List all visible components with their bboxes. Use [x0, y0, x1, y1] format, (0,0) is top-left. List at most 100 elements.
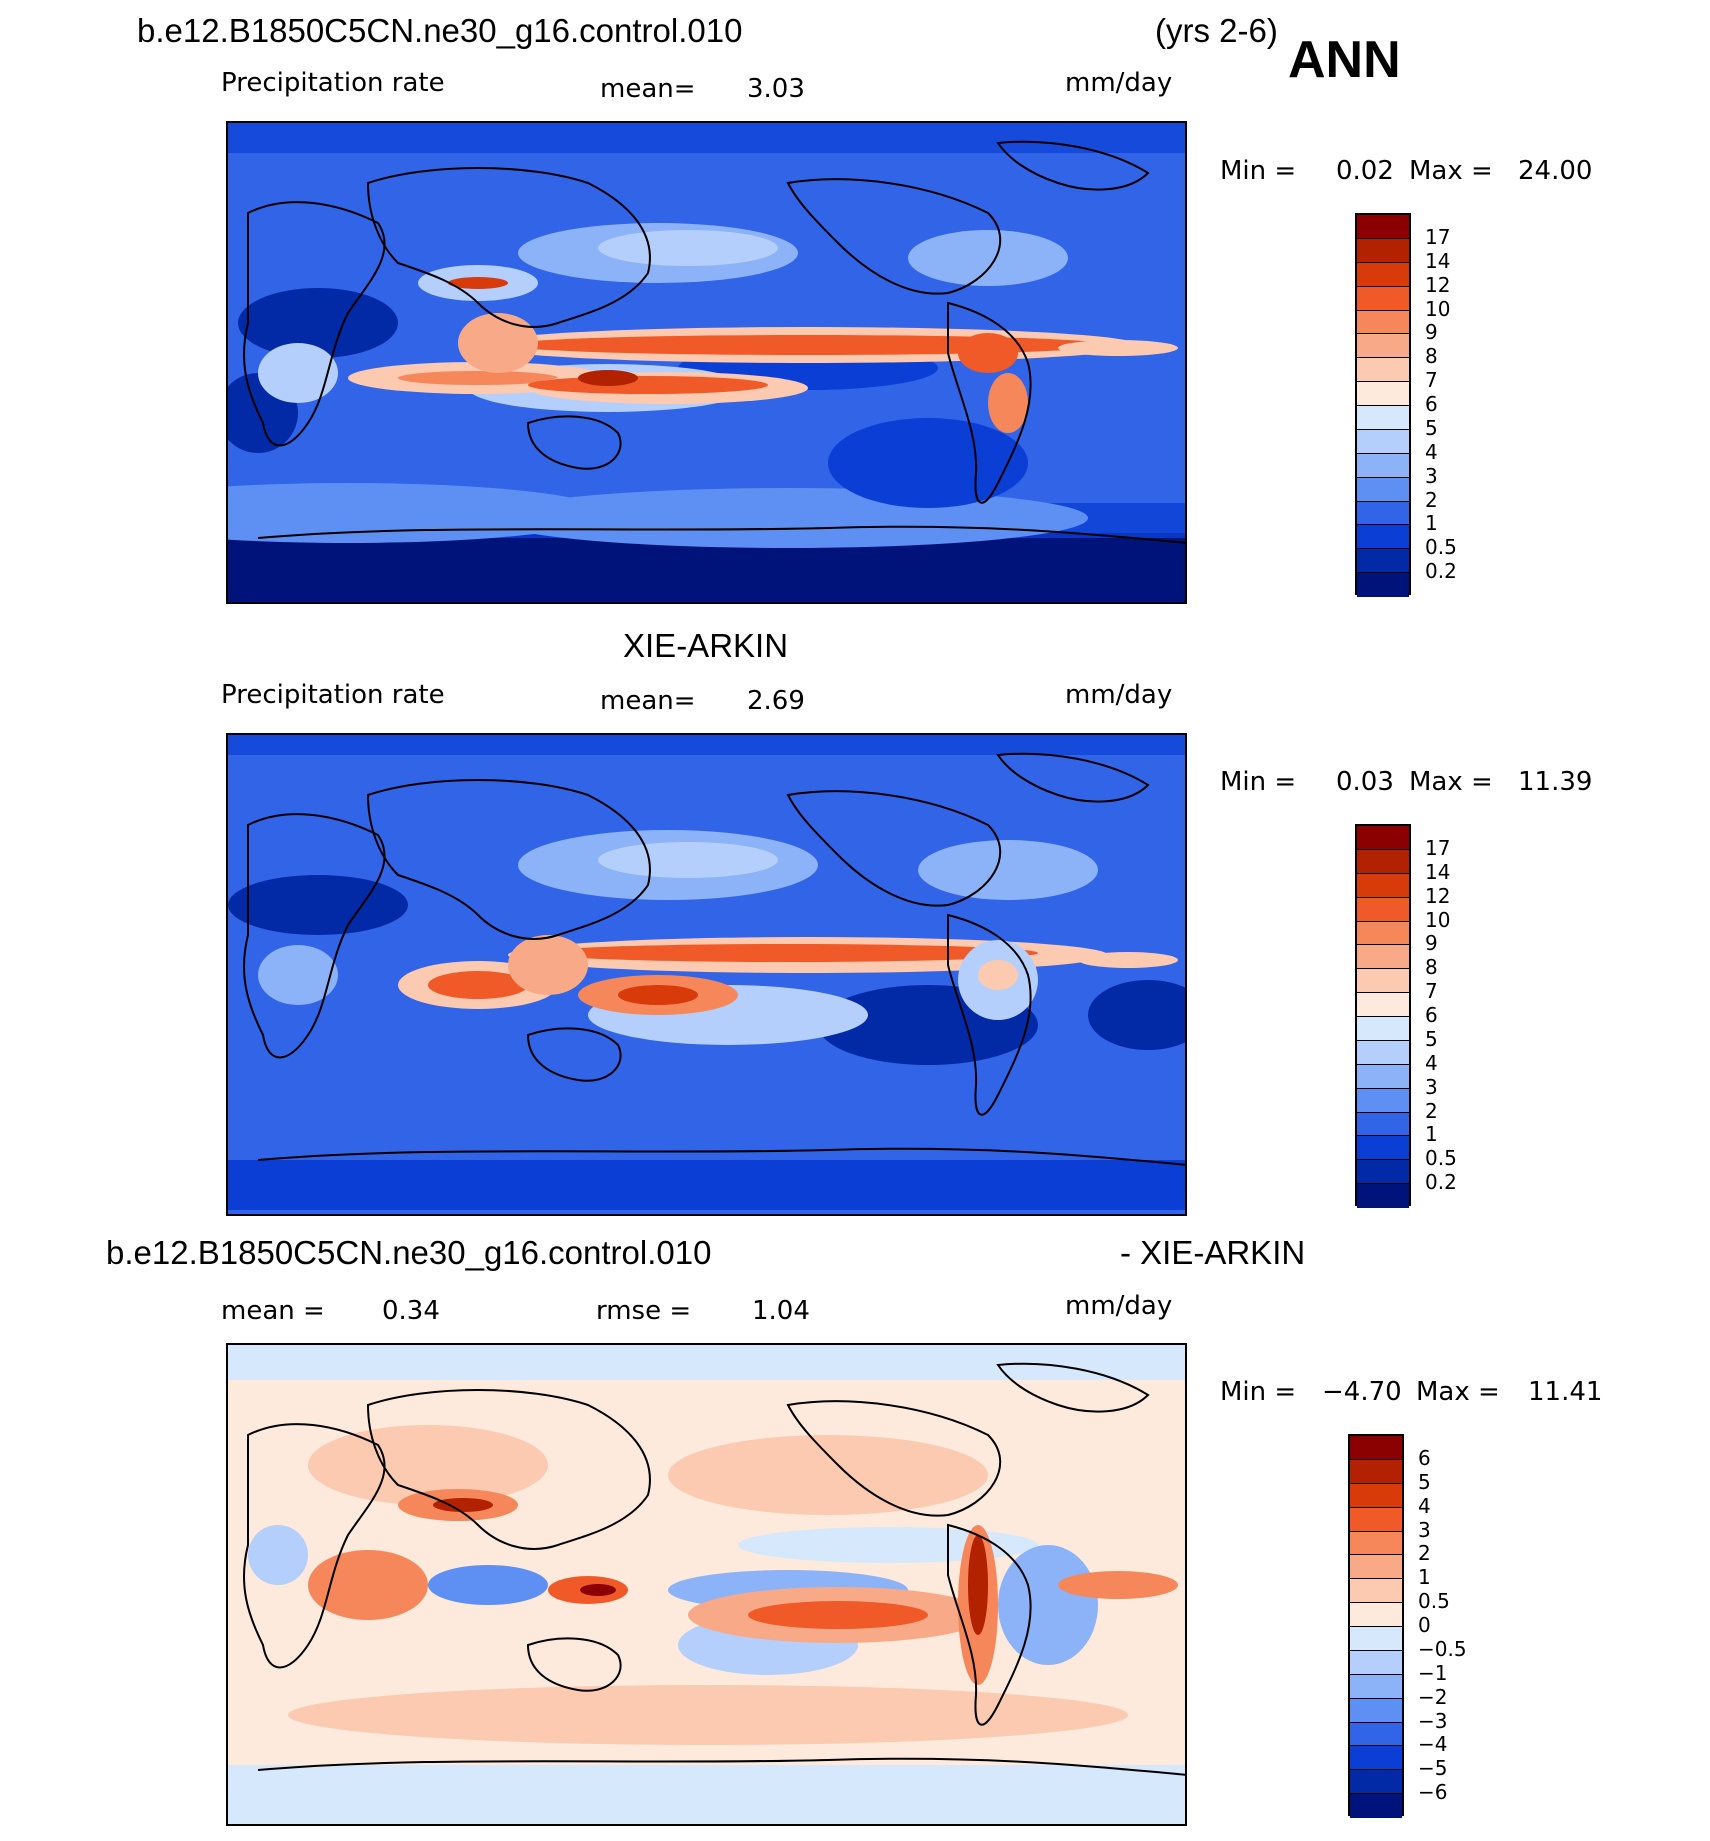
- colorbar-segment: [1350, 1746, 1402, 1771]
- colorbar-segment: [1357, 873, 1409, 898]
- colorbar-segment: [1350, 1722, 1402, 1747]
- colorbar-tick-label: 1: [1425, 511, 1438, 536]
- min-label: Min =: [1220, 156, 1297, 186]
- colorbar-tick-label: −4: [1418, 1732, 1448, 1757]
- colorbar-segment: [1350, 1698, 1402, 1723]
- colorbar-segment: [1357, 1160, 1409, 1185]
- colorbar-segment: [1350, 1603, 1402, 1627]
- colorbar-tick-label: 1: [1418, 1565, 1431, 1590]
- colorbar-tick-label: 5: [1425, 1026, 1438, 1051]
- years-label: (yrs 2-6): [1155, 12, 1278, 49]
- colorbar-tick-label: 0: [1418, 1613, 1431, 1637]
- colorbar-tick-label: 2: [1418, 1541, 1431, 1566]
- colorbar-segment: [1357, 1040, 1409, 1065]
- colorbar-segment: [1357, 969, 1409, 994]
- colorbar-segment: [1357, 382, 1409, 406]
- min-label: Min =: [1220, 1377, 1297, 1407]
- colorbar: [1348, 1434, 1404, 1818]
- mean-label: mean=: [600, 74, 696, 104]
- colorbar-segment: [1357, 1064, 1409, 1089]
- colorbar-segment: [1350, 1579, 1402, 1604]
- colorbar-tick-label: 5: [1418, 1469, 1431, 1494]
- colorbar-tick-label: 3: [1425, 1074, 1438, 1099]
- diff-precip-contours: [228, 1345, 1185, 1824]
- colorbar-segment: [1357, 310, 1409, 335]
- obs-precip-map: [226, 733, 1187, 1216]
- colorbar-segment: [1357, 1112, 1409, 1137]
- colorbar-tick-label: 0.5: [1418, 1589, 1450, 1614]
- max-value: 24.00: [1518, 156, 1593, 186]
- colorbar-tick-label: 9: [1425, 931, 1438, 956]
- mean-value: 3.03: [747, 74, 805, 104]
- colorbar-tick-label: 10: [1425, 296, 1451, 321]
- mean-value: 0.34: [382, 1296, 440, 1326]
- max-label: Max =: [1409, 156, 1493, 186]
- min-label: Min =: [1220, 767, 1297, 797]
- colorbar-segment: [1357, 525, 1409, 550]
- colorbar-tick-label: 6: [1425, 392, 1438, 416]
- colorbar-tick-label: −1: [1418, 1660, 1448, 1685]
- diff-title-left: b.e12.B1850C5CN.ne30_g16.control.010: [106, 1234, 712, 1271]
- colorbar-segment: [1350, 1794, 1402, 1818]
- colorbar-tick-label: −2: [1418, 1684, 1448, 1709]
- colorbar-segment: [1357, 238, 1409, 263]
- colorbar-tick-label: 0.2: [1425, 559, 1457, 584]
- diff-title-right: - XIE-ARKIN: [1120, 1234, 1306, 1271]
- min-value: 0.02: [1336, 156, 1394, 186]
- colorbar-segment: [1357, 945, 1409, 970]
- colorbar-tick-label: −5: [1418, 1756, 1448, 1781]
- colorbar-segment: [1350, 1770, 1402, 1795]
- mean-label: mean=: [600, 686, 696, 716]
- colorbar-segment: [1357, 262, 1409, 287]
- colorbar-segment: [1357, 286, 1409, 311]
- units-label: mm/day: [1065, 68, 1173, 98]
- rmse-label: rmse =: [596, 1296, 692, 1326]
- mean-value: 2.69: [747, 686, 805, 716]
- colorbar-segment: [1357, 1088, 1409, 1113]
- colorbar-segment: [1357, 849, 1409, 874]
- colorbar-segment: [1357, 1017, 1409, 1041]
- colorbar-segment: [1357, 573, 1409, 597]
- colorbar-segment: [1350, 1436, 1402, 1460]
- colorbar-segment: [1350, 1483, 1402, 1508]
- colorbar-segment: [1350, 1459, 1402, 1484]
- colorbar-tick-label: 12: [1425, 272, 1451, 297]
- colorbar-tick-label: 17: [1425, 224, 1451, 249]
- colorbar-tick-label: 7: [1425, 979, 1438, 1004]
- rmse-value: 1.04: [752, 1296, 810, 1326]
- min-value: 0.03: [1336, 767, 1394, 797]
- colorbar-segment: [1357, 453, 1409, 478]
- colorbar-segment: [1350, 1627, 1402, 1651]
- colorbar-tick-label: 3: [1425, 463, 1438, 488]
- colorbar-segment: [1357, 1136, 1409, 1161]
- colorbar-tick-label: 3: [1418, 1517, 1431, 1542]
- case-name-title: b.e12.B1850C5CN.ne30_g16.control.010: [137, 12, 743, 49]
- colorbar-tick-label: −0.5: [1418, 1636, 1467, 1661]
- colorbar-segment: [1357, 993, 1409, 1017]
- obs-precip-contours: [228, 735, 1185, 1214]
- variable-label: Precipitation rate: [221, 68, 445, 98]
- colorbar: [1355, 213, 1411, 597]
- colorbar-segment: [1357, 429, 1409, 454]
- colorbar-tick-label: 2: [1425, 1098, 1438, 1123]
- colorbar-tick-label: 4: [1425, 439, 1438, 464]
- colorbar-segment: [1357, 1184, 1409, 1208]
- colorbar-tick-label: 6: [1425, 1003, 1438, 1027]
- colorbar-segment: [1357, 826, 1409, 850]
- max-value: 11.39: [1518, 767, 1593, 797]
- colorbar-tick-label: 0.5: [1425, 535, 1457, 560]
- colorbar-tick-label: 0.5: [1425, 1146, 1457, 1171]
- colorbar-segment: [1357, 334, 1409, 359]
- colorbar-segment: [1357, 406, 1409, 430]
- colorbar-tick-label: 2: [1425, 487, 1438, 512]
- max-label: Max =: [1409, 767, 1493, 797]
- colorbar-segment: [1357, 215, 1409, 239]
- colorbar-tick-label: 1: [1425, 1122, 1438, 1147]
- obs-title: XIE-ARKIN: [623, 627, 789, 664]
- model-precip-map: [226, 121, 1187, 604]
- colorbar-tick-label: 0.2: [1425, 1170, 1457, 1195]
- colorbar-tick-label: −6: [1418, 1780, 1448, 1805]
- units-label: mm/day: [1065, 1291, 1173, 1321]
- colorbar-tick-label: 17: [1425, 835, 1451, 860]
- model-precip-contours: [228, 123, 1185, 602]
